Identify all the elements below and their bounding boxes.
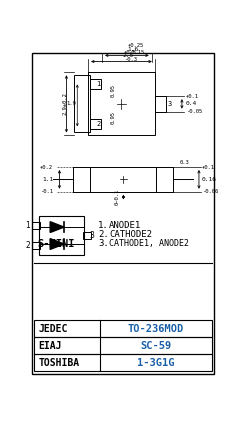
Text: -0.15: -0.15	[128, 50, 144, 55]
Text: +0.1: +0.1	[186, 93, 199, 99]
Text: +0.5: +0.5	[124, 49, 137, 55]
Bar	[90, 167, 156, 192]
Text: +0.25: +0.25	[128, 44, 144, 49]
Text: 3: 3	[90, 231, 94, 240]
Bar	[88, 72, 155, 135]
Text: 1-3G1G: 1-3G1G	[137, 357, 175, 368]
Text: 1.6: 1.6	[127, 47, 139, 52]
Text: TO-236MOD: TO-236MOD	[128, 324, 184, 334]
Text: 2.: 2.	[98, 230, 109, 239]
Bar	[84, 232, 91, 239]
Text: CATHODE1, ANODE2: CATHODE1, ANODE2	[109, 239, 189, 248]
Text: ANODE1: ANODE1	[109, 221, 141, 230]
Text: TOSHIBA: TOSHIBA	[39, 357, 80, 368]
Text: 0.4: 0.4	[186, 102, 197, 107]
Polygon shape	[50, 239, 64, 250]
Text: 2.9±0.2: 2.9±0.2	[62, 93, 67, 115]
Bar	[32, 242, 40, 250]
Bar	[90, 118, 101, 129]
Bar	[90, 79, 101, 89]
Text: 1: 1	[96, 81, 101, 87]
Text: 1.9: 1.9	[66, 102, 76, 107]
Text: CATHODE2: CATHODE2	[109, 230, 152, 239]
Text: -0.06: -0.06	[202, 189, 218, 194]
Bar	[39, 216, 84, 255]
Bar	[32, 222, 40, 229]
Polygon shape	[50, 222, 64, 233]
Text: -0.3: -0.3	[124, 57, 137, 61]
Text: 2.5: 2.5	[122, 53, 133, 58]
Text: EIAJ: EIAJ	[39, 341, 62, 351]
Bar	[74, 75, 90, 132]
Text: 3: 3	[168, 101, 172, 107]
Text: 0.95: 0.95	[110, 83, 115, 96]
Bar	[34, 320, 212, 337]
Text: 3.: 3.	[98, 239, 109, 248]
Text: 1: 1	[25, 221, 30, 230]
Text: 2: 2	[25, 241, 30, 250]
Text: S-MINI: S-MINI	[38, 239, 75, 250]
Text: 2: 2	[96, 121, 101, 126]
Text: 1.: 1.	[98, 221, 109, 230]
Text: 0.16: 0.16	[202, 177, 217, 182]
Text: JEDEC: JEDEC	[39, 324, 68, 334]
Text: 1.1: 1.1	[42, 177, 53, 182]
Text: +0.1: +0.1	[202, 165, 215, 170]
Text: 0.3: 0.3	[180, 160, 189, 165]
Bar	[34, 354, 212, 371]
Text: -0.1: -0.1	[40, 189, 53, 194]
Bar	[34, 337, 212, 354]
Text: SC-59: SC-59	[140, 341, 172, 351]
Text: -0.05: -0.05	[186, 109, 202, 114]
Text: 0.95: 0.95	[110, 111, 115, 124]
Text: 0~0.1: 0~0.1	[114, 189, 120, 205]
Bar	[155, 96, 166, 112]
Text: +0.2: +0.2	[40, 165, 53, 170]
